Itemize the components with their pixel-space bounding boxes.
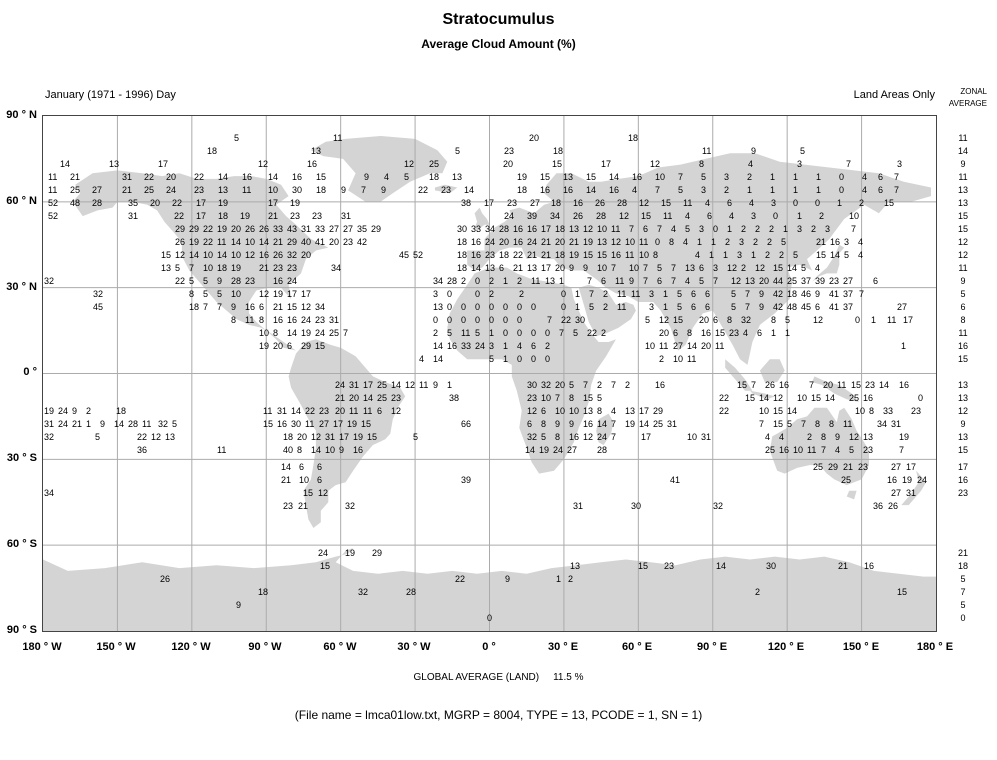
zonal-average-value: 15 [957,445,968,455]
zonal-average-value: 0 [960,613,966,623]
zonal-average-value: 17 [957,462,968,472]
global-average-value: 11.5 % [553,672,584,683]
zonal-average-value: 21 [957,548,968,558]
continent-sumatra [725,359,753,391]
continent-tasmania [846,490,857,500]
page-subtitle: Average Cloud Amount (%) [421,37,576,51]
global-average-line: GLOBAL AVERAGE (LAND) 11.5 % [0,672,997,683]
zonal-header-line2: AVERAGE [948,99,987,108]
continent-greenland [310,136,448,202]
longitude-label: 60 ° E [621,641,653,653]
zonal-average-value: 11 [958,328,968,338]
zonal-average-value: 13 [957,185,968,195]
page-title: Stratocumulus [442,11,555,28]
zonal-average-value: 18 [957,561,968,571]
period-label: January (1971 - 1996) Day [45,89,176,101]
continent-borneo [759,359,785,383]
zonal-average-value: 11 [958,133,968,143]
longitude-label: 30 ° W [397,641,431,653]
zonal-average-value: 13 [957,380,968,390]
zonal-average-value: 12 [957,250,968,260]
continent-iceland [434,184,458,194]
longitude-label: 120 ° W [171,641,211,653]
zonal-average-value: 15 [957,354,968,364]
zonal-header-line1: ZONAL [960,87,987,96]
latitude-label: 60 ° N [6,195,37,207]
continent-arabia [578,284,636,337]
zonal-average-value: 12 [957,237,968,247]
latitude-label: 90 ° N [6,109,37,121]
continent-north-america [72,170,329,351]
continent-australia [769,407,869,486]
zonal-average-value: 5 [960,289,966,299]
continent-new-guinea [812,376,860,403]
longitude-label: 90 ° W [248,641,282,653]
world-map-svg [43,116,936,631]
longitude-label: 180 ° W [22,641,62,653]
continent-japan [809,244,845,285]
continent-new-zealand [901,470,927,506]
continent-britain [474,207,490,231]
zonal-average-value: 15 [957,224,968,234]
latitude-label: 30 ° S [6,452,37,464]
latitude-label: 60 ° S [6,538,37,550]
longitude-label: 30 ° E [547,641,579,653]
longitude-label: 150 ° W [96,641,136,653]
zonal-average-value: 13 [957,198,968,208]
latitude-label: 0 ° [23,366,37,378]
longitude-label: 60 ° W [323,641,357,653]
latitude-label: 90 ° S [6,624,37,636]
zonal-average-value: 13 [957,393,968,403]
zonal-average-value: 11 [958,263,968,273]
longitude-label: 0 ° [482,641,496,653]
continent-south-america [288,339,406,528]
latitude-label: 30 ° N [6,281,37,293]
zonal-average-value: 5 [960,574,966,584]
global-average-label: GLOBAL AVERAGE (LAND) [413,672,540,683]
zonal-average-value: 14 [957,146,968,156]
zonal-average-value: 6 [960,302,966,312]
zonal-average-value: 16 [957,475,968,485]
longitude-label: 180 ° E [916,641,954,653]
zonal-average-value: 23 [957,488,968,498]
continent-madagascar [596,413,614,445]
zonal-average-value: 9 [960,159,966,169]
continent-eurasia [467,153,931,365]
world-map-frame [42,115,937,632]
area-label: Land Areas Only [853,89,935,101]
zonal-average-value: 12 [957,406,968,416]
zonal-average-value: 9 [960,276,966,286]
longitude-label: 120 ° E [767,641,805,653]
zonal-average-value: 9 [960,419,966,429]
zonal-average-value: 5 [960,600,966,610]
zonal-average-value: 11 [958,172,968,182]
longitude-label: 150 ° E [842,641,880,653]
zonal-average-header: ZONAL AVERAGE [949,86,987,110]
continent-java [750,390,775,400]
zonal-average-value: 16 [957,341,968,351]
longitude-label: 90 ° E [696,641,728,653]
file-info-line: (File name = lmca01low.txt, MGRP = 8004,… [294,708,703,722]
zonal-average-value: 15 [957,211,968,221]
zonal-average-value: 13 [957,432,968,442]
zonal-average-value: 8 [960,315,966,325]
zonal-average-value: 7 [960,587,966,597]
